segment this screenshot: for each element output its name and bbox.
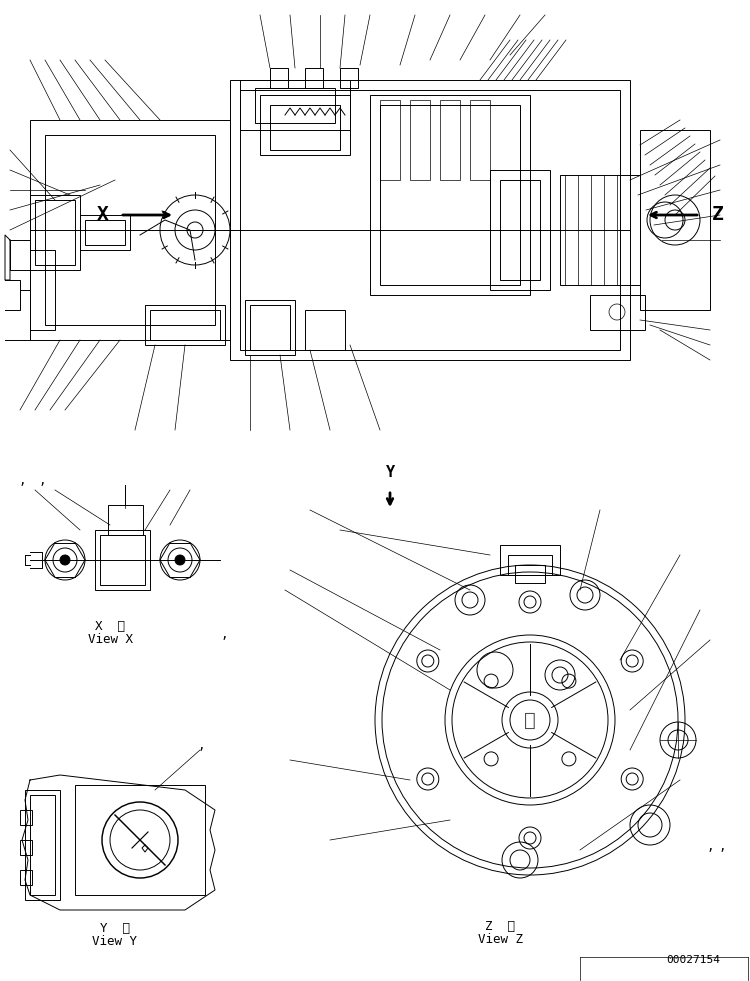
Text: ,: ,	[197, 739, 205, 752]
Bar	[560, 175, 640, 285]
Bar	[45, 135, 215, 325]
Bar	[500, 545, 560, 575]
Bar	[270, 105, 340, 150]
Text: ,: ,	[718, 840, 725, 853]
Bar	[515, 565, 545, 583]
Text: ,: ,	[706, 840, 713, 853]
Bar	[380, 100, 400, 180]
Text: 米: 米	[524, 710, 536, 730]
Text: ,: ,	[38, 474, 46, 487]
Bar	[640, 130, 710, 310]
Bar	[370, 95, 530, 295]
Text: Y: Y	[386, 465, 394, 480]
Text: Y  視: Y 視	[100, 922, 130, 935]
Bar	[305, 68, 323, 88]
Bar	[150, 310, 220, 340]
Bar	[305, 310, 345, 350]
Bar	[410, 100, 430, 180]
Text: View Z: View Z	[478, 933, 523, 946]
Bar	[440, 100, 460, 180]
Bar	[260, 95, 350, 155]
Text: 00027154: 00027154	[666, 955, 720, 965]
Text: ,: ,	[220, 628, 227, 641]
Bar	[590, 295, 645, 330]
Text: X: X	[96, 205, 108, 225]
Circle shape	[175, 555, 185, 565]
Bar	[145, 305, 225, 345]
Text: View Y: View Y	[92, 935, 137, 948]
Circle shape	[60, 555, 70, 565]
Bar	[108, 505, 143, 535]
Bar	[230, 80, 630, 360]
Bar	[20, 870, 32, 885]
Bar	[255, 88, 335, 123]
Bar	[75, 785, 205, 895]
Bar	[245, 300, 295, 355]
Text: X  視: X 視	[95, 620, 125, 633]
Bar	[500, 180, 540, 280]
Bar	[20, 810, 32, 825]
Text: Z  視: Z 視	[485, 920, 515, 933]
Bar	[35, 200, 75, 265]
Bar	[250, 305, 290, 350]
Bar	[30, 195, 80, 270]
Bar	[470, 100, 490, 180]
Bar	[80, 215, 130, 250]
Bar	[20, 840, 32, 855]
Bar	[508, 555, 552, 575]
Bar	[100, 535, 145, 585]
Bar	[30, 795, 55, 895]
Bar	[240, 90, 620, 350]
Text: View X: View X	[88, 633, 133, 646]
Bar	[25, 790, 60, 900]
Text: Z: Z	[712, 205, 724, 225]
Text: ,: ,	[18, 474, 26, 487]
Bar	[340, 68, 358, 88]
Bar	[380, 105, 520, 285]
Bar	[490, 170, 550, 290]
Bar	[240, 80, 350, 130]
Bar	[95, 530, 150, 590]
Bar	[30, 120, 230, 340]
Bar	[85, 220, 125, 245]
Bar	[270, 68, 288, 88]
Bar	[30, 250, 55, 330]
